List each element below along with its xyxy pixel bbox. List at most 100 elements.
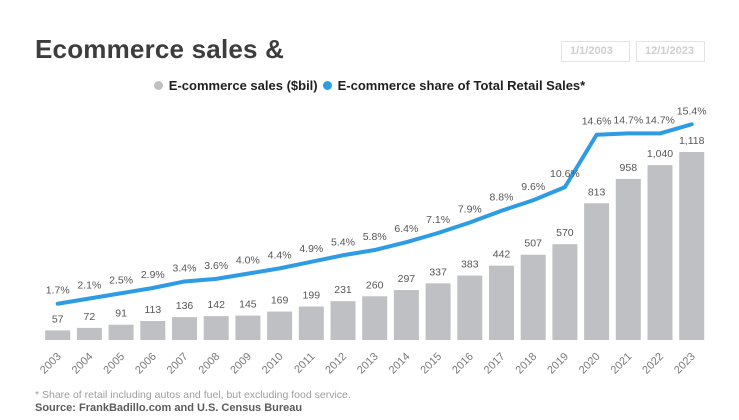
bar-2007[interactable]: [172, 317, 197, 340]
share-line: [55, 122, 694, 306]
bar-value-label-2010: 169: [271, 295, 289, 307]
chart-legend: E-commerce sales ($bil) E-commerce share…: [0, 78, 739, 93]
share-value-label-2014: 6.4%: [394, 223, 418, 235]
x-axis-label-2006: 2006: [133, 351, 159, 377]
footnote: * Share of retail including autos and fu…: [35, 389, 351, 401]
x-axis-label-2016: 2016: [450, 351, 476, 377]
bar-2023[interactable]: [679, 152, 705, 340]
bar-2018[interactable]: [520, 254, 546, 340]
bar-value-label-2023: 1,118: [679, 135, 705, 147]
bar-value-label-2019: 570: [556, 227, 574, 239]
bar-2019[interactable]: [552, 244, 578, 340]
bar-2004[interactable]: [76, 327, 102, 340]
share-value-label-2012: 5.4%: [331, 236, 355, 248]
bar-value-label-2005: 91: [115, 308, 127, 320]
x-axis-label-2005: 2005: [101, 351, 127, 377]
start-date-input[interactable]: 1/1/2003: [561, 41, 630, 62]
bar-2017[interactable]: [489, 265, 514, 340]
share-value-label-2022: 14.7%: [645, 114, 675, 126]
bar-value-label-2008: 142: [207, 299, 225, 311]
bar-value-label-2022: 1,040: [647, 148, 673, 160]
bar-value-label-2012: 231: [334, 284, 352, 296]
x-axis-label-2019: 2019: [545, 351, 571, 377]
share-value-label-2008: 3.6%: [204, 260, 228, 272]
bar-value-label-2009: 145: [239, 299, 257, 311]
bar-2008[interactable]: [203, 316, 229, 340]
x-axis-label-2004: 2004: [70, 351, 96, 377]
share-value-label-2019: 10.6%: [550, 168, 580, 180]
legend-label-share: E-commerce share of Total Retail Sales*: [337, 78, 586, 93]
share-value-label-2016: 7.9%: [458, 204, 482, 216]
share-value-label-2020: 14.6%: [582, 116, 612, 128]
bar-2015[interactable]: [425, 283, 451, 340]
bar-2016[interactable]: [457, 275, 483, 340]
bar-2022[interactable]: [647, 165, 673, 340]
bar-2014[interactable]: [393, 290, 419, 340]
legend-dot-share-icon: [322, 81, 332, 90]
bar-value-label-2003: 57: [52, 313, 64, 325]
x-axis-label-2010: 2010: [260, 351, 286, 377]
bar-2021[interactable]: [615, 178, 641, 340]
x-axis-label-2017: 2017: [482, 351, 508, 377]
x-axis-label-2014: 2014: [387, 351, 413, 377]
x-axis-label-2018: 2018: [514, 351, 540, 377]
bar-value-label-2014: 297: [398, 273, 416, 285]
share-value-label-2023: 15.4%: [677, 105, 707, 117]
bar-2003[interactable]: [45, 330, 71, 340]
bar-value-label-2020: 813: [588, 186, 606, 198]
x-axis-label-2012: 2012: [323, 351, 349, 377]
bar-value-label-2015: 337: [429, 266, 447, 278]
bar-value-label-2011: 199: [303, 290, 321, 302]
legend-dot-sales-icon: [153, 81, 163, 90]
bar-value-label-2006: 113: [144, 304, 161, 316]
x-axis-label-2009: 2009: [228, 351, 254, 377]
bar-2010[interactable]: [267, 311, 293, 340]
page-title: Ecommerce sales &: [35, 34, 285, 64]
x-axis-label-2011: 2011: [292, 351, 317, 376]
bar-value-label-2018: 507: [524, 238, 542, 250]
share-value-label-2007: 3.4%: [173, 262, 197, 274]
x-axis-label-2015: 2015: [418, 351, 444, 377]
bar-2012[interactable]: [330, 301, 356, 340]
chart-footer: * Share of retail including autos and fu…: [35, 389, 351, 415]
x-axis-label-2003: 2003: [38, 351, 64, 377]
bar-value-label-2017: 442: [493, 249, 511, 261]
share-value-label-2011: 4.9%: [299, 243, 323, 255]
bar-value-label-2004: 72: [84, 311, 96, 323]
x-axis-label-2013: 2013: [355, 351, 381, 377]
bar-value-label-2013: 260: [366, 279, 384, 291]
bar-value-label-2021: 958: [620, 162, 638, 174]
share-value-label-2006: 2.9%: [141, 269, 165, 281]
bar-value-label-2016: 383: [461, 259, 479, 271]
bar-2020[interactable]: [584, 203, 610, 340]
bar-2013[interactable]: [362, 296, 388, 340]
share-value-label-2003: 1.7%: [46, 285, 70, 297]
share-value-label-2005: 2.5%: [109, 274, 133, 286]
x-axis-label-2020: 2020: [577, 351, 603, 377]
end-date-input[interactable]: 12/1/2023: [636, 41, 705, 62]
share-value-label-2013: 5.8%: [363, 231, 387, 243]
share-value-label-2018: 9.6%: [521, 181, 545, 193]
share-value-label-2017: 8.8%: [490, 192, 514, 204]
bar-value-label-2007: 136: [176, 300, 194, 312]
x-axis-label-2008: 2008: [197, 351, 223, 377]
share-value-label-2004: 2.1%: [77, 279, 101, 291]
share-value-label-2009: 4.0%: [236, 255, 260, 267]
bar-2011[interactable]: [298, 306, 324, 340]
x-axis-label-2022: 2022: [640, 351, 666, 377]
share-value-label-2010: 4.4%: [268, 249, 292, 261]
x-axis-label-2023: 2023: [672, 351, 698, 377]
legend-item-sales[interactable]: E-commerce sales ($bil): [153, 78, 318, 93]
legend-label-sales: E-commerce sales ($bil): [168, 78, 318, 93]
date-range-filter: 1/1/2003 12/1/2023: [561, 41, 705, 62]
bar-2009[interactable]: [235, 315, 261, 340]
legend-item-share[interactable]: E-commerce share of Total Retail Sales*: [322, 78, 586, 93]
x-axis-label-2007: 2007: [165, 351, 191, 377]
x-axis-label-2021: 2021: [609, 351, 635, 377]
bar-2005[interactable]: [108, 324, 134, 340]
share-value-label-2021: 14.7%: [613, 114, 643, 126]
bar-2006[interactable]: [140, 320, 166, 340]
share-value-label-2015: 7.1%: [426, 214, 450, 226]
